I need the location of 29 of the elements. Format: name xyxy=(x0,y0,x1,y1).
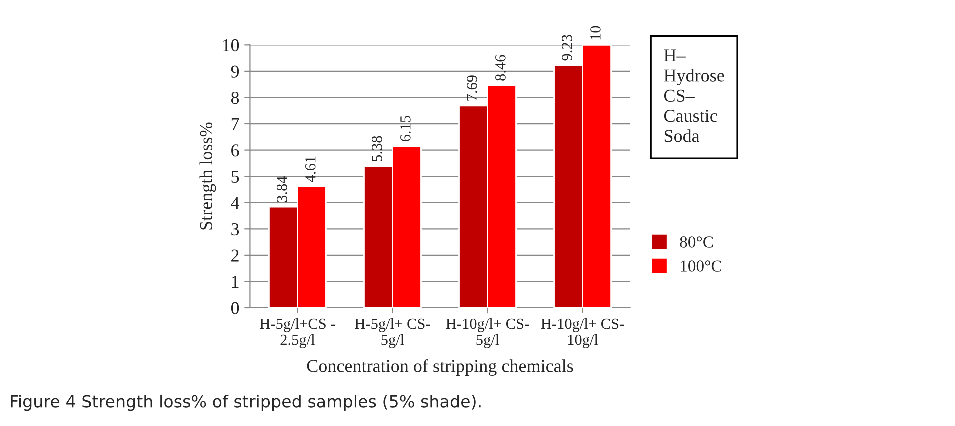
x-axis-title: Concentration of stripping chemicals xyxy=(307,359,574,376)
data-label: 9.23 xyxy=(562,35,572,61)
data-label: 4.61 xyxy=(306,156,316,182)
y-tick-label: 0 xyxy=(231,302,240,314)
y-axis-title: Strength loss% xyxy=(200,122,216,230)
y-tick-label: 3 xyxy=(232,223,240,236)
x-tick-label: H-5g/l+CS - 2.5g/l xyxy=(260,318,336,348)
y-tick-label: 9 xyxy=(231,66,240,78)
x-tick-label: H-10g/l+ CS- 5g/l xyxy=(446,318,530,348)
x-tick-label: H-5g/l+ CS- 5g/l xyxy=(355,318,430,348)
data-label: 3.84 xyxy=(276,176,288,202)
legend-label: 100°C xyxy=(681,260,722,272)
data-label: 8.46 xyxy=(496,55,506,81)
data-label: 5.38 xyxy=(372,136,382,162)
y-tick-label: 2 xyxy=(232,250,239,262)
y-tick-label: 7 xyxy=(232,118,240,130)
y-tick-label: 1 xyxy=(232,276,239,288)
data-label: 10 xyxy=(590,26,601,40)
y-tick-label: 10 xyxy=(223,39,240,52)
y-tick-label: 4 xyxy=(231,197,240,210)
y-tick-label: 6 xyxy=(232,144,240,157)
x-tick-label: H-10g/l+ CS- 10g/l xyxy=(541,318,624,348)
y-tick-label: 8 xyxy=(231,92,240,104)
caption: Figure 4 Strength loss% of stripped samples (5% shade). xyxy=(11,394,481,412)
y-tick-label: 5 xyxy=(232,171,240,184)
data-label: 7.69 xyxy=(467,76,478,101)
text: H– Hydrose CS– Caustic Soda xyxy=(664,50,724,142)
data-label: 6.15 xyxy=(400,116,411,142)
legend-label: 80°C xyxy=(680,236,714,248)
